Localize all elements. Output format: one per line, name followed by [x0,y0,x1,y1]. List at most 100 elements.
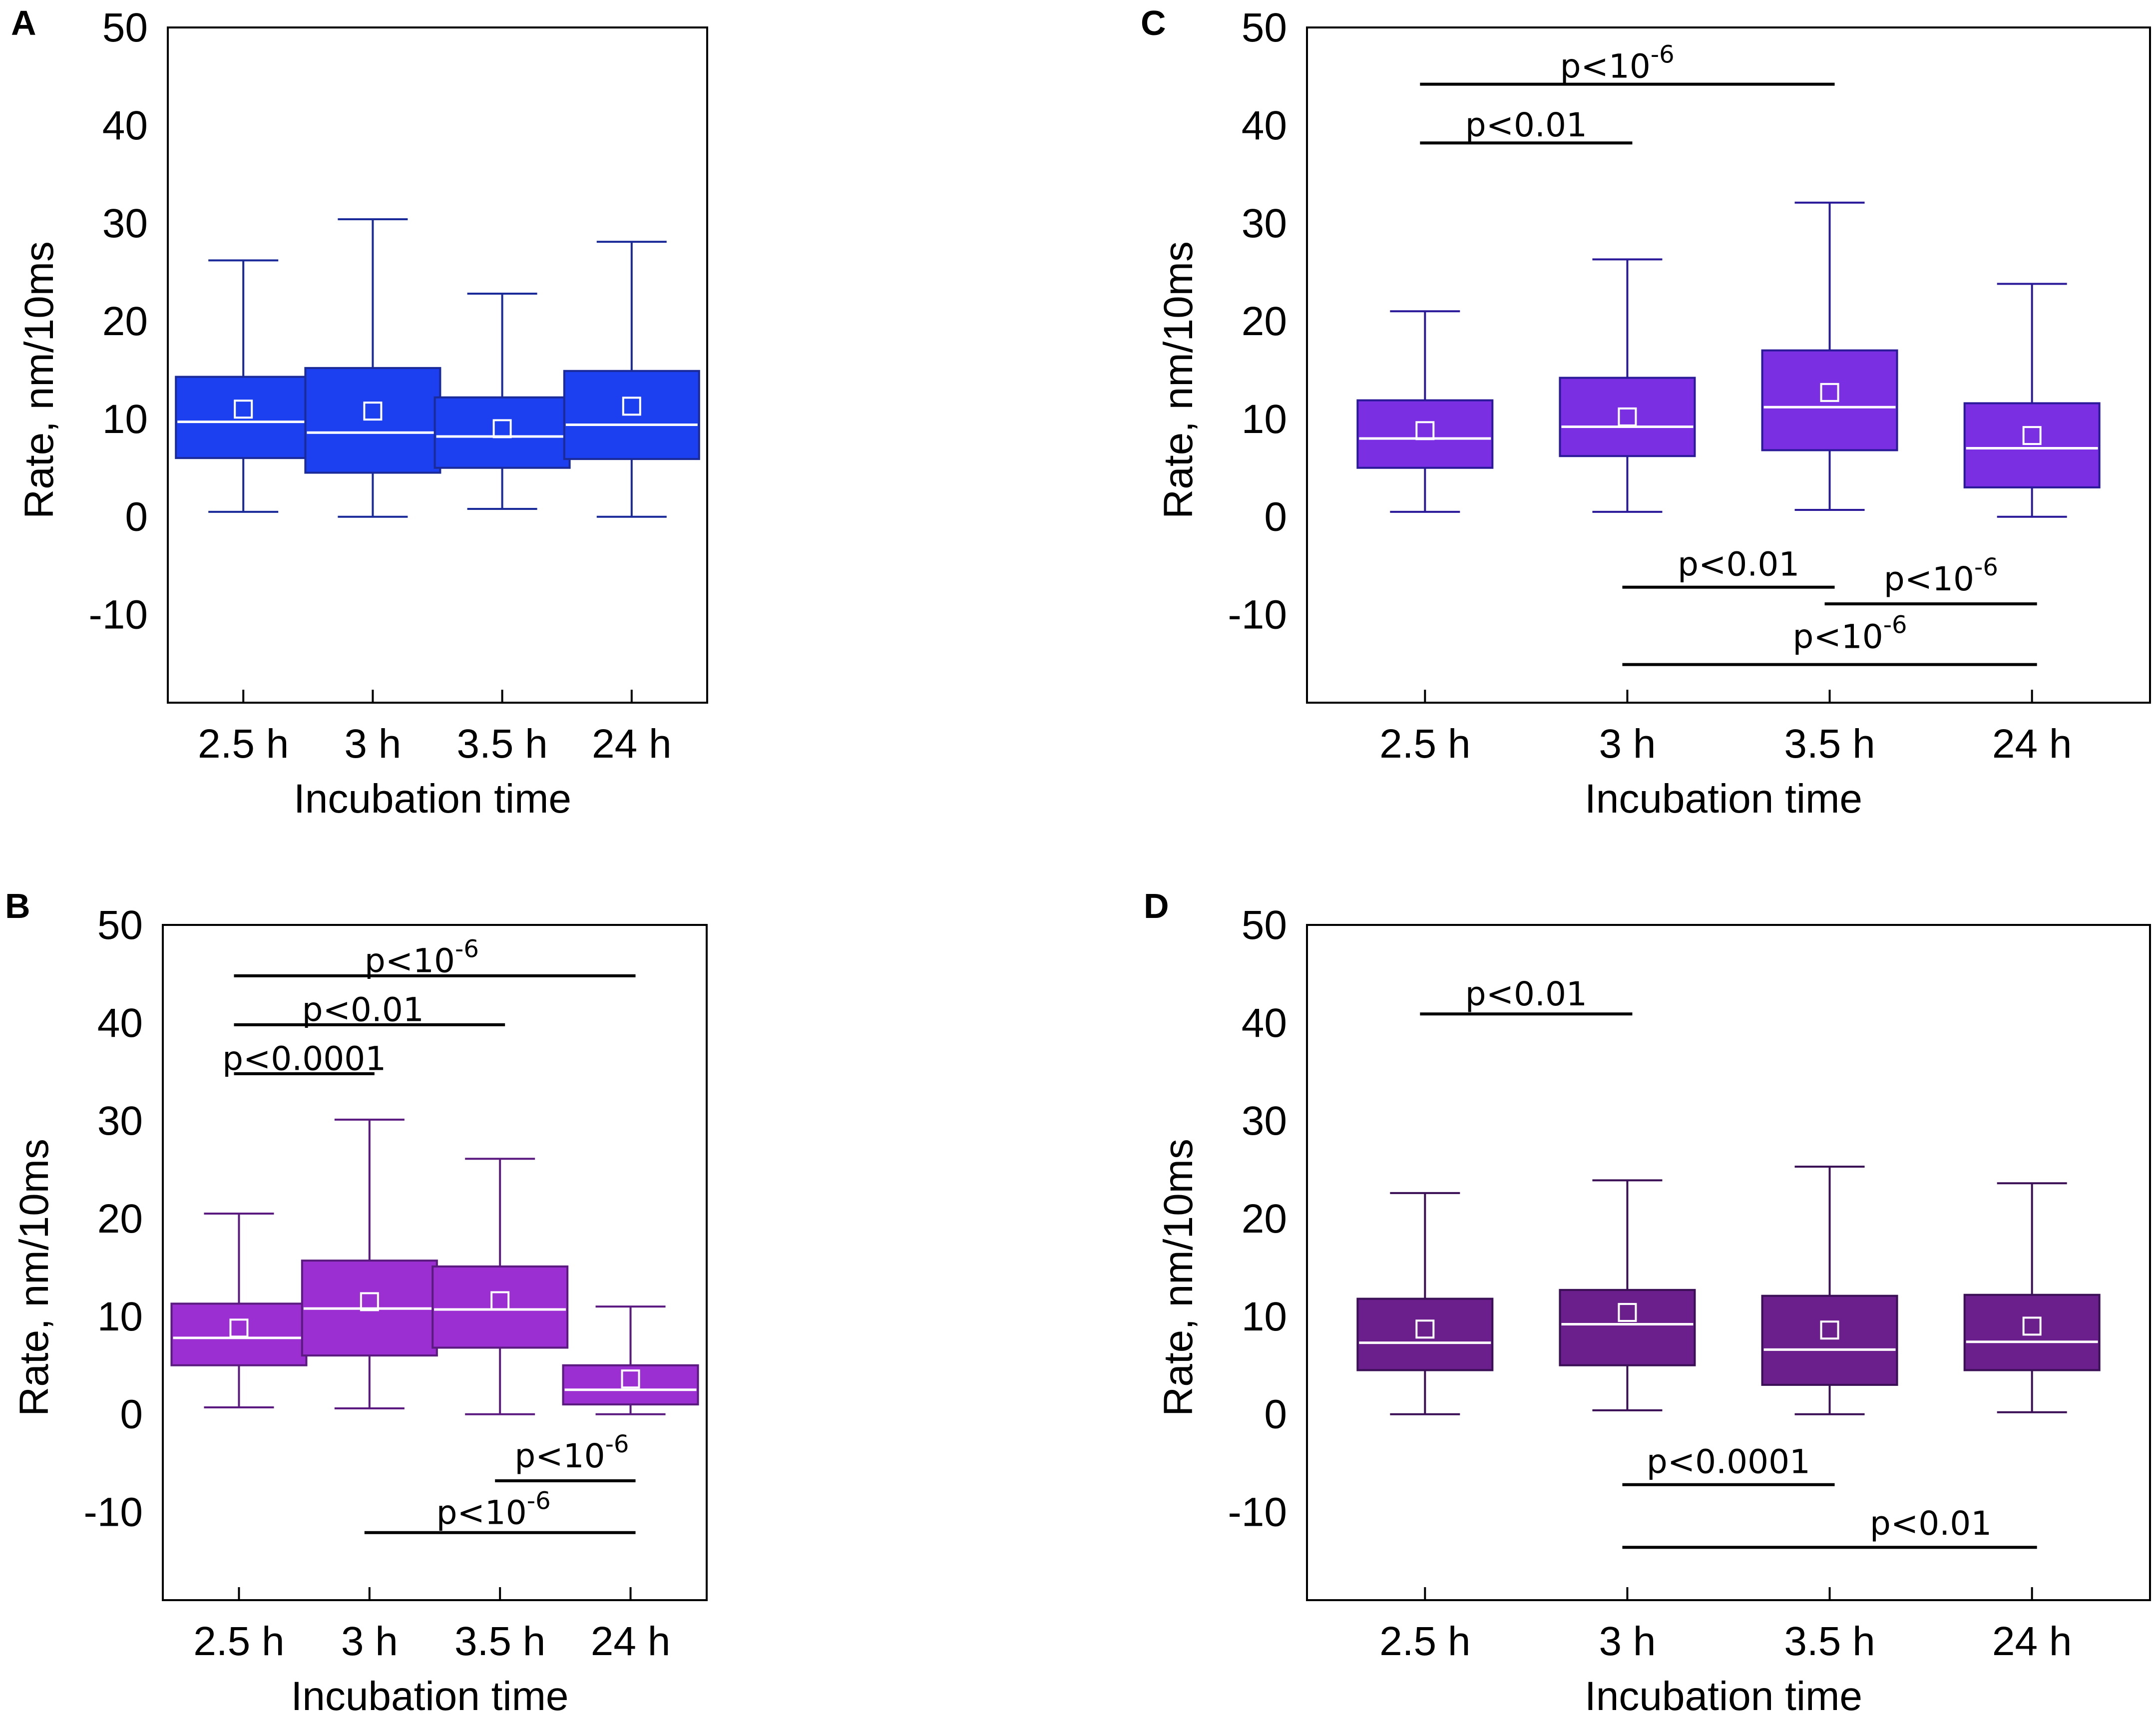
plot-frame [162,924,708,1601]
significance-bracket: p<10-6 [1622,611,2037,666]
mean-marker [1820,1320,1839,1340]
x-axis-title: Incubation time [291,1674,568,1719]
y-tick-label: -10 [1228,592,1287,638]
x-axis-title: Incubation time [1585,1674,1862,1719]
y-tick-label: 0 [125,494,148,540]
significance-label: p<0.01 [1465,106,1587,144]
significance-bracket: p<10-6 [234,935,636,980]
significance-label: p<0.0001 [222,1039,386,1078]
significance-bracket: p<10-6 [1420,40,1835,86]
box-24h [1963,1182,2101,1413]
significance-bracket: p<0.01 [1622,1504,2037,1549]
box-3h [304,218,441,518]
box-3.5h [431,1158,569,1415]
significance-label: p<0.01 [1465,975,1587,1013]
mean-marker [492,419,512,438]
y-tick-label: 40 [102,103,148,148]
mean-marker [229,1318,249,1338]
iqr-box [1356,399,1494,469]
mean-marker [1415,421,1435,440]
y-tick-label: 20 [102,299,148,344]
y-tick-label: 10 [97,1294,143,1339]
y-tick-label: 40 [97,1000,143,1046]
y-tick-label: 20 [1242,299,1287,344]
box-3.5h [1761,1165,1898,1415]
x-tick-label: 24 h [1992,1619,2072,1664]
mean-marker [621,1369,640,1389]
y-tick-label: 20 [97,1196,143,1242]
iqr-box [1963,402,2101,488]
iqr-box [1559,1289,1696,1366]
box-3h [301,1118,438,1409]
x-axis-title: Incubation time [294,776,571,822]
significance-label: p<10-6 [514,1430,629,1475]
y-tick-label: -10 [88,592,148,638]
x-tick-label: 3.5 h [454,1619,545,1664]
iqr-box [1356,1297,1494,1371]
panel-label: D [1144,886,1169,925]
box-3.5h [433,292,571,510]
x-tick-label: 3 h [341,1619,398,1664]
panel-label: A [11,3,36,42]
significance-label: p<0.0001 [1647,1443,1810,1481]
mean-marker [360,1292,379,1311]
y-axis-title: Rate, nm/10ms [11,1139,57,1416]
y-tick-label: 40 [1242,103,1287,148]
iqr-box [562,1364,699,1406]
x-tick-label: 2.5 h [1379,721,1470,767]
x-tick-label: 2.5 h [198,721,289,767]
x-tick-label: 2.5 h [193,1619,284,1664]
box-2.5h [170,1213,308,1408]
mean-marker [2022,1316,2042,1336]
iqr-box [1761,1295,1898,1386]
x-tick-label: 2.5 h [1379,1619,1470,1664]
y-tick-label: 50 [97,902,143,948]
y-tick-label: 10 [1242,1294,1287,1339]
significance-bracket: p<0.0001 [1622,1443,1835,1486]
box-3h [1559,1179,1696,1411]
x-tick-label: 3 h [1599,1619,1656,1664]
significance-label: p<10-6 [436,1487,551,1532]
panel-B: B -10 0 10 20 30 40 50 2.5 h 3 h 3.5 h 24 h Incubati… [5,886,708,1719]
y-axis-title: Rate, nm/10ms [1156,1139,1201,1416]
significance-label: p<0.01 [302,990,424,1029]
plot-frame [1306,924,2151,1601]
panel-label: B [5,886,30,925]
mean-marker [1820,383,1839,402]
box-3.5h [1761,201,1898,511]
y-tick-label: 40 [1242,1000,1287,1046]
y-tick-label: 30 [102,201,148,246]
significance-label: p<0.01 [1870,1504,1992,1543]
y-tick-label: 0 [1264,1392,1287,1437]
y-tick-label: 50 [102,5,148,50]
iqr-box [1559,377,1696,457]
y-tick-label: 50 [1242,5,1287,50]
x-tick-label: 24 h [592,721,672,767]
significance-label: p<10-6 [365,935,479,980]
mean-marker [234,400,253,419]
iqr-box [170,1302,308,1366]
box-2.5h [1356,1192,1494,1415]
significance-label: p<10-6 [1884,553,1998,598]
box-24h [1963,283,2101,518]
x-tick-label: 24 h [591,1619,671,1664]
significance-bracket: p<10-6 [495,1430,636,1482]
x-tick-label: 3.5 h [1784,1619,1875,1664]
y-tick-label: 20 [1242,1196,1287,1242]
x-tick-label: 3 h [344,721,401,767]
mean-marker [622,397,641,416]
iqr-box [1963,1294,2101,1371]
box-2.5h [1356,310,1494,513]
mean-marker [2022,426,2042,445]
significance-bracket: p<0.0001 [222,1039,386,1078]
y-axis-title: Rate, nm/10ms [16,241,62,519]
mean-marker [1415,1319,1435,1339]
panel-D: D -10 0 10 20 30 40 50 2.5 h 3 h 3.5 h 24 h Incubati… [1144,886,2151,1719]
mean-marker [363,402,383,421]
significance-label: p<10-6 [1793,611,1907,656]
significance-bracket: p<0.01 [1420,106,1633,145]
iqr-box [433,396,571,469]
mean-marker [1618,407,1637,427]
x-tick-label: 3.5 h [456,721,547,767]
